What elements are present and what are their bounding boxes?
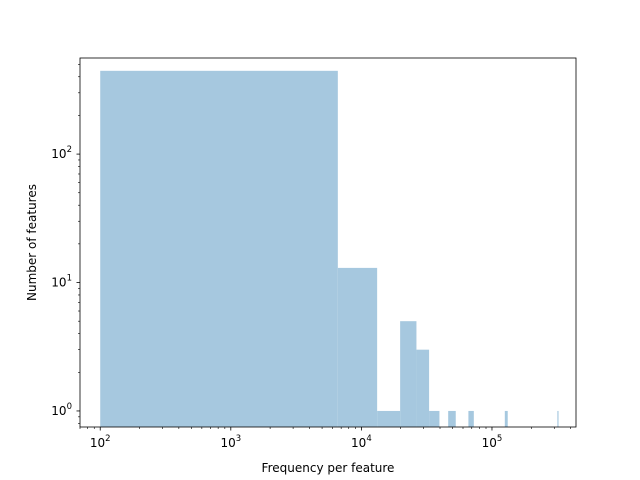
- bars-layer: [100, 70, 559, 427]
- x-tick-label: 104: [351, 434, 372, 450]
- histogram-bar-6: [448, 410, 456, 427]
- x-tick-label: 102: [90, 434, 111, 450]
- plot-frame: [79, 57, 577, 428]
- histogram-bar-8: [504, 410, 508, 427]
- x-tick-label: 105: [482, 434, 503, 450]
- y-axis-label: Number of features: [25, 184, 39, 301]
- histogram-bar-9: [557, 410, 559, 427]
- y-tick-label: 101: [51, 274, 72, 290]
- histogram-bar-4: [416, 349, 430, 427]
- x-tick-label: 103: [220, 434, 241, 450]
- histogram-bar-7: [468, 410, 474, 427]
- histogram-bar-1: [337, 267, 378, 427]
- histogram-bar-5: [429, 410, 440, 427]
- y-tick-label: 102: [51, 145, 72, 161]
- histogram-bar-2: [377, 410, 401, 427]
- y-tick-label: 100: [51, 402, 72, 418]
- x-axis-label: Frequency per feature: [262, 461, 395, 475]
- y-ticks: 100 101 102: [51, 64, 80, 424]
- histogram-bar-0: [100, 70, 338, 427]
- histogram-bar-3: [400, 321, 417, 427]
